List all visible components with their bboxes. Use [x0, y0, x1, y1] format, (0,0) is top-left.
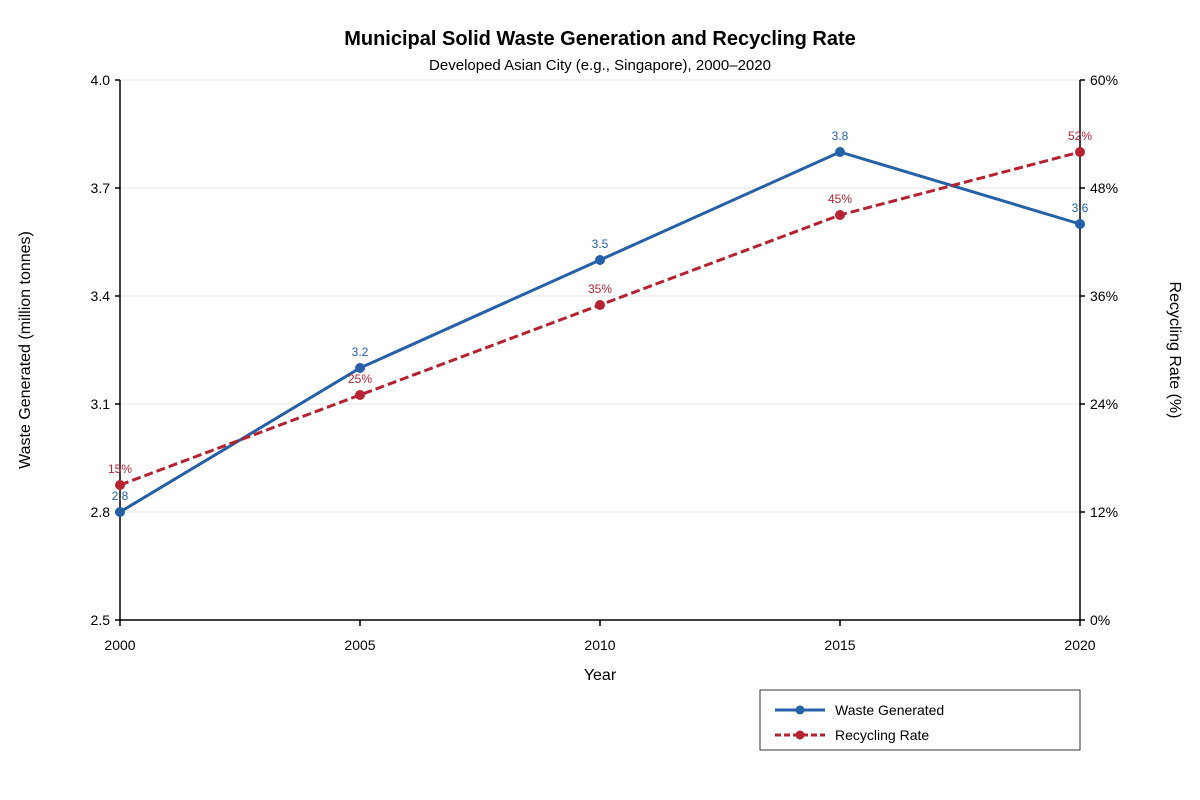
data-label: 35%: [588, 282, 612, 296]
data-label: 15%: [108, 462, 132, 476]
series-line: [119, 150, 1081, 487]
data-point: [355, 390, 365, 400]
y-left-tick-label: 4.0: [91, 72, 111, 88]
series-layer: 2.8 3.2 3.5 3.8 3.6 15% 25% 35% 45% 52%: [108, 129, 1092, 517]
y-left-tick-label: 3.1: [91, 396, 111, 412]
y-left-tick-label: 3.7: [91, 180, 111, 196]
data-point: [115, 507, 125, 517]
data-label: 45%: [828, 192, 852, 206]
data-point: [115, 480, 125, 490]
y-right-tick-label: 24%: [1090, 396, 1118, 412]
series-recycling-rate: 15% 25% 35% 45% 52%: [108, 129, 1092, 490]
y-left-tick-label: 2.5: [91, 612, 111, 628]
chart-title: Municipal Solid Waste Generation and Rec…: [344, 28, 856, 50]
data-point: [835, 147, 845, 157]
data-label: 52%: [1068, 129, 1092, 143]
legend-swatch-marker: [795, 730, 805, 740]
y-right-tick-label: 12%: [1090, 504, 1118, 520]
legend-item: Waste Generated: [775, 702, 944, 718]
data-label: 2.8: [112, 489, 129, 503]
series-waste-generated: 2.8 3.2 3.5 3.8 3.6: [112, 129, 1089, 517]
y-right-tick-label: 0%: [1090, 612, 1110, 628]
legend-label: Waste Generated: [835, 702, 944, 718]
legend-frame: [759, 689, 1081, 751]
data-point: [1075, 219, 1085, 229]
data-label: 3.2: [352, 345, 369, 359]
legend-items: Waste Generated Recycling Rate: [775, 702, 944, 743]
x-tick-label: 2015: [824, 637, 855, 653]
y-right-tick-label: 60%: [1090, 72, 1118, 88]
data-label: 3.6: [1072, 201, 1089, 215]
x-tick-label: 2010: [584, 637, 615, 653]
y-right-tick-label: 36%: [1090, 288, 1118, 304]
axes-layer: 2.5 2.8 3.1 3.4 3.7 4.0 0% 12% 24% 36% 48% 60% 2000 2…: [91, 72, 1119, 653]
legend-label: Recycling Rate: [835, 727, 929, 743]
x-tick-label: 2000: [104, 637, 135, 653]
series-line: [119, 150, 1081, 514]
data-point: [595, 300, 605, 310]
data-point: [355, 363, 365, 373]
data-label: 3.8: [832, 129, 849, 143]
x-tick-label: 2005: [344, 637, 375, 653]
data-point: [1075, 147, 1085, 157]
data-label: 25%: [348, 372, 372, 386]
legend: Waste Generated Recycling Rate: [759, 689, 1081, 751]
y-axis-left-label: Waste Generated (million tonnes): [17, 231, 34, 469]
x-axis-label: Year: [584, 667, 617, 684]
x-tick-label: 2020: [1064, 637, 1095, 653]
grid-layer: [120, 79, 1080, 513]
y-left-tick-label: 2.8: [91, 504, 111, 520]
y-axis-right-label: Recycling Rate (%): [1166, 282, 1183, 419]
y-right-tick-label: 48%: [1090, 180, 1118, 196]
data-point: [595, 255, 605, 265]
legend-swatch-marker: [795, 705, 805, 715]
data-point: [835, 210, 845, 220]
chart-subtitle: Developed Asian City (e.g., Singapore), …: [429, 57, 771, 74]
data-label: 3.5: [592, 237, 609, 251]
legend-item: Recycling Rate: [775, 727, 929, 743]
y-left-tick-label: 3.4: [91, 288, 111, 304]
